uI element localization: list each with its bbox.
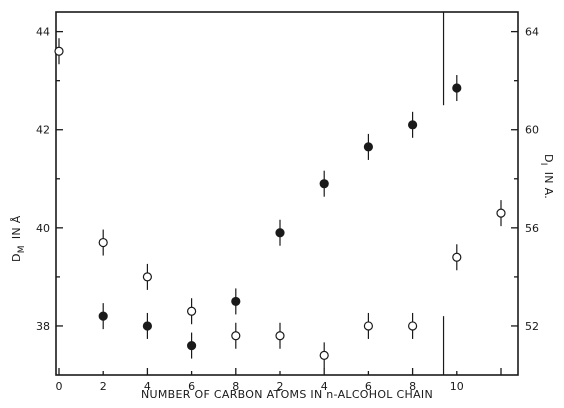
y-right-tick-label: 64 [525,26,539,39]
y-axis-right-subscript: I [538,163,548,166]
x-axis-title: NUMBER OF CARBON ATOMS IN n-ALCOHOL CHAI… [141,388,433,401]
y-right-tick-label: 56 [525,222,539,235]
svg-text:DMIN Å: DM IN Å [10,215,27,262]
y-axis-left-unit: IN Å [10,215,23,239]
filled-data-point [319,179,329,189]
open-data-point [231,331,241,341]
filled-data-point [142,321,152,331]
y-axis-right-unit: IN A. [542,172,555,199]
svg-text:DIIN A.: DI IN A. [538,154,555,199]
open-data-point [319,350,329,360]
x-tick-label: 2 [100,380,107,393]
y-axis-right-symbol: D [542,154,555,163]
y-axis-left-subscript: M [17,245,27,253]
plot-frame [55,11,519,376]
axis-ticks [56,30,518,375]
x-tick-label: 6 [365,380,372,393]
y-right-tick-label: 60 [525,124,539,137]
x-tick-label: 8 [409,380,416,393]
open-data-point [452,252,462,262]
open-data-point [363,321,373,331]
filled-data-point [275,228,285,238]
open-data-point [275,331,285,341]
y-right-tick-label: 52 [525,320,539,333]
open-data-point [54,46,64,56]
y-left-tick-label: 42 [36,124,50,137]
x-tick-label: 8 [232,380,239,393]
filled-data-point [98,311,108,321]
data-points [54,38,506,369]
y-left-tick-label: 44 [36,26,50,39]
open-data-point [187,306,197,316]
filled-data-point [231,296,241,307]
open-data-point [142,272,152,282]
filled-data-point [187,340,197,351]
x-tick-label: 4 [144,380,151,393]
x-tick-label: 6 [188,380,195,393]
open-data-point [98,237,108,248]
filled-data-point [452,83,462,93]
filled-data-point [408,120,418,130]
x-tick-label: 0 [56,380,63,393]
y-axis-left-symbol: D [10,253,23,262]
x-tick-label: 2 [277,380,284,393]
x-tick-label: 4 [321,380,328,393]
open-data-point [496,208,506,218]
y-left-tick-label: 38 [36,320,50,333]
filled-data-point [363,142,373,152]
y-axis-left-title: DM IN Å [10,215,27,262]
y-left-tick-label: 40 [36,222,50,235]
x-tick-label: 10 [450,380,464,393]
y-axis-right-title: DI IN A. [538,154,555,199]
open-data-point [408,321,418,331]
